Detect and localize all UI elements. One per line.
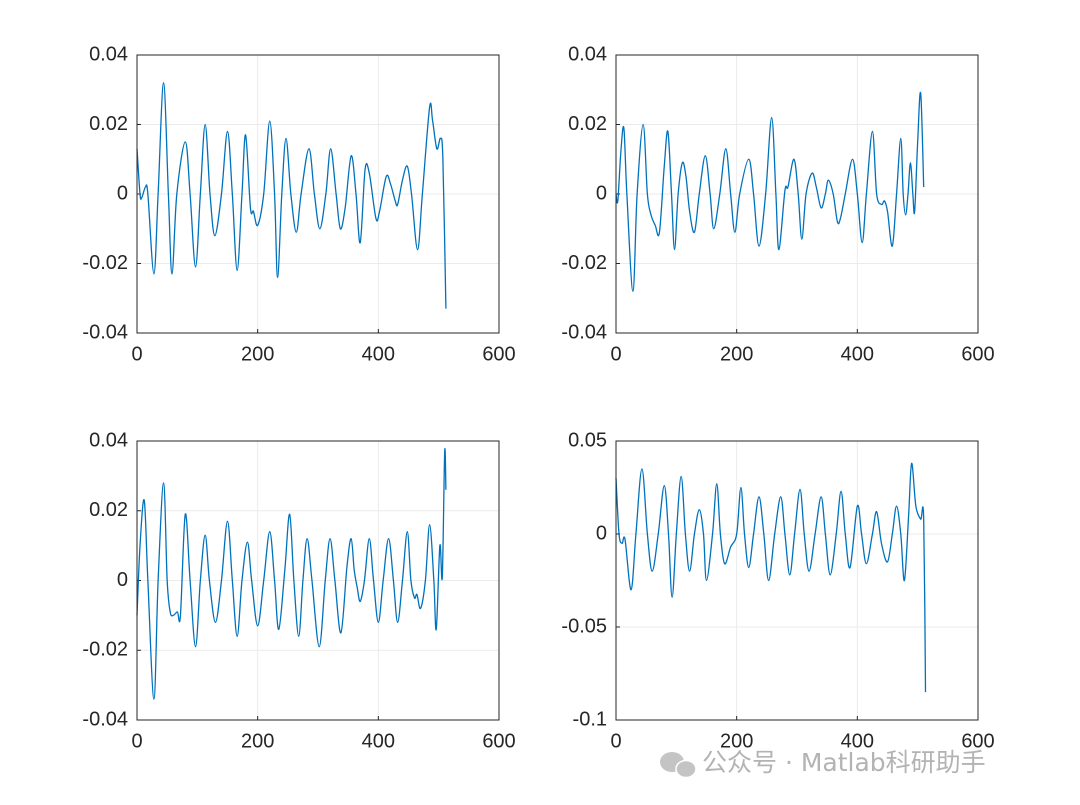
data-line bbox=[136, 448, 447, 700]
watermark: 公众号 · Matlab科研助手 bbox=[702, 748, 986, 777]
x-tick-label: 200 bbox=[241, 343, 274, 365]
x-tick-label: 400 bbox=[362, 730, 395, 752]
axes-box bbox=[615, 54, 979, 334]
y-tick-label: -0.05 bbox=[561, 615, 607, 637]
axes-box bbox=[136, 440, 500, 721]
x-tick-label: 600 bbox=[482, 730, 515, 752]
y-tick-label: -0.1 bbox=[573, 708, 607, 730]
x-tick-label: 400 bbox=[841, 730, 874, 752]
x-tick-label: 0 bbox=[131, 343, 142, 365]
y-tick-label: 0 bbox=[117, 569, 128, 591]
x-tick-label: 0 bbox=[610, 730, 621, 752]
y-tick-label: 0 bbox=[117, 182, 128, 204]
x-tick-label: 600 bbox=[961, 343, 994, 365]
data-line bbox=[615, 91, 925, 292]
y-tick-label: -0.02 bbox=[82, 252, 128, 274]
y-tick-label: -0.04 bbox=[82, 708, 128, 730]
x-tick-label: 200 bbox=[241, 730, 274, 752]
y-tick-label: -0.02 bbox=[561, 252, 607, 274]
y-tick-label: -0.02 bbox=[82, 639, 128, 661]
y-tick-label: 0.04 bbox=[89, 43, 128, 65]
y-tick-label: 0.02 bbox=[89, 499, 128, 521]
x-tick-label: 200 bbox=[720, 343, 753, 365]
y-tick-label: 0.04 bbox=[568, 43, 607, 65]
x-tick-label: 600 bbox=[482, 343, 515, 365]
x-tick-label: 200 bbox=[720, 730, 753, 752]
x-tick-label: 400 bbox=[362, 343, 395, 365]
x-tick-label: 400 bbox=[841, 343, 874, 365]
y-tick-label: 0.04 bbox=[89, 429, 128, 451]
y-tick-label: 0.05 bbox=[568, 429, 607, 451]
x-tick-label: 0 bbox=[131, 730, 142, 752]
watermark-icon bbox=[660, 752, 697, 779]
data-line bbox=[615, 462, 927, 693]
x-tick-label: 0 bbox=[610, 343, 621, 365]
x-tick-label: 600 bbox=[961, 730, 994, 752]
axes-box bbox=[136, 54, 500, 334]
y-tick-label: 0 bbox=[596, 522, 607, 544]
y-tick-label: 0 bbox=[596, 182, 607, 204]
y-tick-label: 0.02 bbox=[89, 113, 128, 135]
y-tick-label: -0.04 bbox=[561, 321, 607, 343]
y-tick-label: 0.02 bbox=[568, 113, 607, 135]
axes-box bbox=[615, 440, 979, 721]
plot-area bbox=[616, 441, 978, 720]
y-tick-label: -0.04 bbox=[82, 321, 128, 343]
data-line bbox=[136, 82, 447, 309]
